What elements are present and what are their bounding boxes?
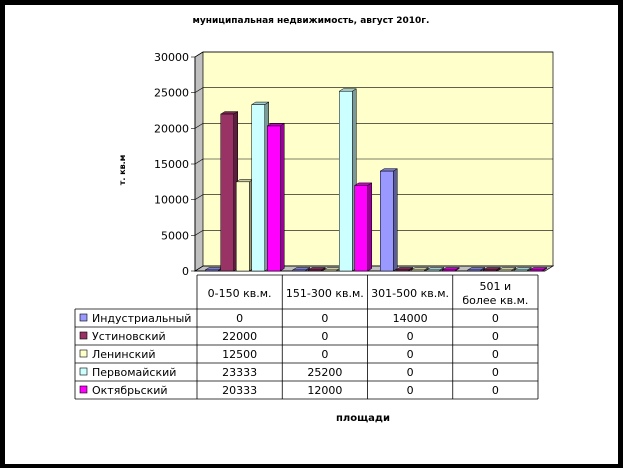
bar [250,101,270,272]
bar-front [395,269,409,272]
table-cell: 23333 [222,366,257,379]
bar-front [426,269,440,272]
gridline-side [194,265,204,272]
table-cell: 0 [321,330,328,343]
bar-front [323,269,337,272]
table-cell: 0 [492,366,499,379]
y-axis-label: т. кв.м [118,155,127,186]
table-cell: 20333 [222,384,257,397]
table-category-label: 301-500 кв.м. [371,287,449,300]
table-cell: 0 [321,348,328,361]
bar [379,168,399,272]
bar [441,267,461,272]
bar-side [393,168,398,272]
bar [219,111,239,272]
y-tick-label: 15000 [154,158,189,171]
y-tick-label: 0 [182,265,189,278]
table-cell: 0 [407,348,414,361]
legend-swatch [79,349,88,358]
table-cell: 0 [492,312,499,325]
gridline-side [194,123,204,129]
table-category-label: 151-300 кв.м. [286,287,364,300]
bar-front [467,269,481,272]
bar [338,88,358,272]
bar-front [380,170,394,272]
chart-frame: муниципальная недвижимость, август 2010г… [4,4,619,465]
data-table: 0-150 кв.м. 151-300 кв.м. 301-500 кв.м. 501… [74,274,539,400]
bar-front [529,269,543,272]
bar [497,267,517,272]
y-tick-label: 20000 [154,122,189,135]
bar-front [236,181,250,272]
gridline-side [194,51,204,58]
table-cell: 0 [236,312,243,325]
legend-swatch [79,385,88,394]
bar-front [514,269,528,272]
gridline-side [194,194,204,200]
bar-front [483,269,497,272]
legend-series-name: Октябрьский [92,384,168,397]
table-cell: 0 [492,330,499,343]
bar-front [251,104,265,272]
legend-series-name: Устиновский [92,330,166,343]
bar-side [367,182,372,272]
table-category-line: более кв.м. [462,294,528,307]
bar-front [498,269,512,272]
bar [291,267,311,272]
table-category-line: 501 и [480,280,512,293]
table-cell: 22000 [222,330,257,343]
y-tick-label: 25000 [154,87,189,100]
table-cell: 12000 [307,384,342,397]
table-cell: 0 [407,366,414,379]
table-cell: 0 [407,330,414,343]
bar [307,267,327,272]
bar [235,178,255,272]
table-cell: 0 [492,384,499,397]
x-axis-label: площади [336,413,390,424]
y-tick-label: 5000 [161,229,189,242]
bar-front [339,90,353,272]
bar [482,267,502,272]
table-cell: 14000 [393,312,428,325]
bar [410,267,430,272]
bar [394,267,414,272]
table-cell: 0 [407,384,414,397]
bar-front [308,269,322,272]
bar [528,267,548,272]
chart-title: муниципальная недвижимость, август 2010г… [193,16,430,26]
y-tick-label: 30000 [154,51,189,64]
table-category-label: 501 и более кв.м. [462,280,528,307]
table-cell: 25200 [307,366,342,379]
table-category-label: 0-150 кв.м. [208,287,272,300]
table-cell: 12500 [222,348,257,361]
legend-swatch [79,331,88,340]
legend-swatch [79,367,88,376]
bar [513,267,533,272]
table-cell: 0 [492,348,499,361]
bar [425,267,445,272]
bar-chart-3d: муниципальная недвижимость, август 2010г… [74,16,555,424]
gridline-side [194,87,204,93]
bar [266,123,286,272]
bar-front [220,113,234,272]
bar [466,267,486,272]
bar-front [292,269,306,272]
legend-series-name: Первомайский [92,366,176,379]
gridline-side [194,158,204,165]
bar-front [205,269,219,272]
bar [353,182,373,272]
legend-series-name: Индустриальный [92,312,191,325]
gridline-side [194,230,204,236]
table-cell: 0 [321,312,328,325]
bar-front [354,185,368,272]
bar-front [267,125,281,272]
bar-front [442,269,456,272]
legend-series-name: Ленинский [92,348,156,361]
bar-side [280,123,285,272]
bar-front [411,269,425,272]
legend-swatch [79,313,88,322]
plot-area: 0 5000 10000 15000 20000 25000 30000 [154,51,555,278]
y-tick-label: 10000 [154,194,189,207]
